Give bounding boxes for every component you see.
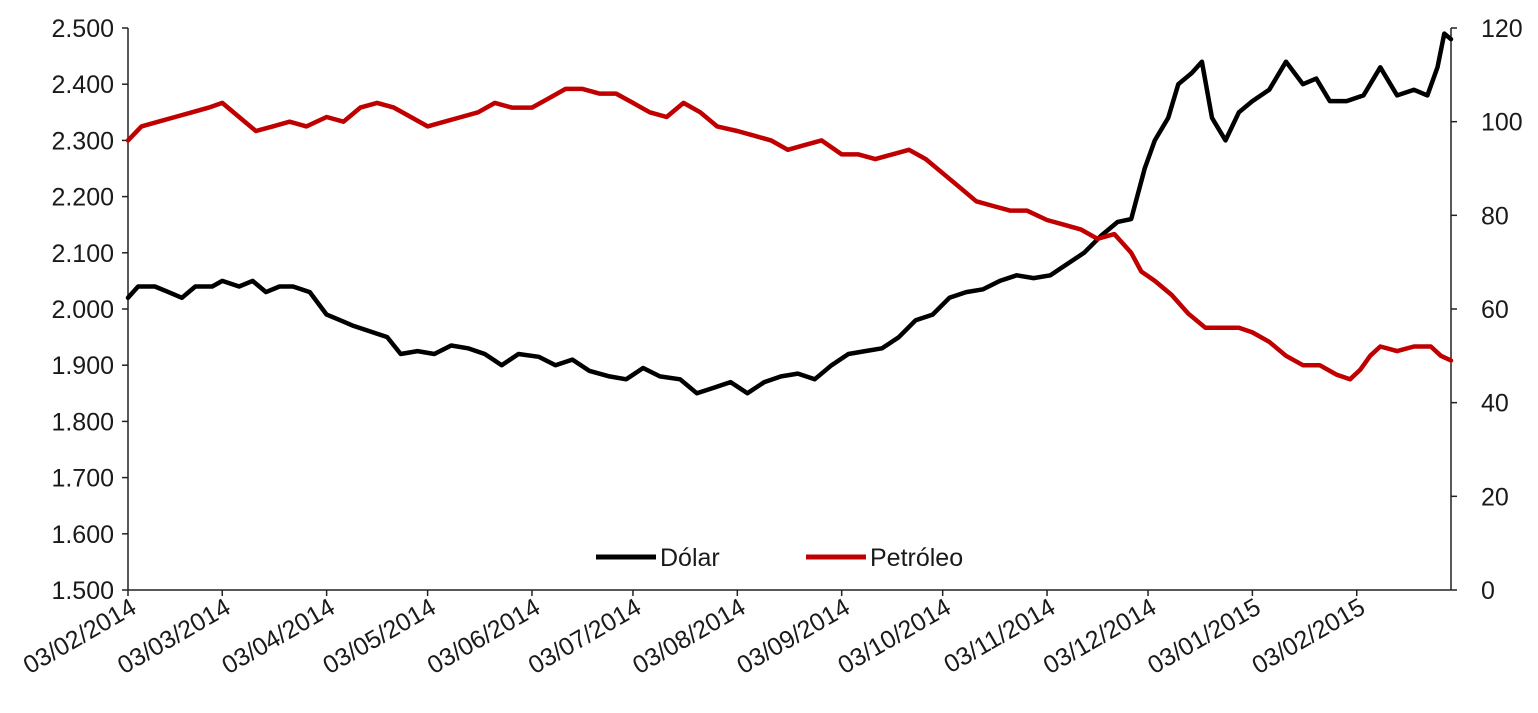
series-line-dolar (125, 31, 1454, 396)
left-tick-label: 1.600 (51, 521, 114, 549)
right-tick-label: 120 (1481, 15, 1523, 43)
x-tick-label: 03/04/2014 (217, 593, 339, 680)
right-tick-label: 0 (1481, 577, 1495, 605)
x-tick-label: 03/02/2015 (1247, 593, 1369, 680)
x-tick-label: 03/11/2014 (939, 593, 1060, 679)
left-tick-label: 2.200 (51, 184, 114, 212)
right-tick-label: 100 (1481, 109, 1523, 137)
x-tick-label: 03/10/2014 (833, 593, 955, 680)
x-tick-label: 03/08/2014 (628, 593, 750, 680)
legend-label-petroleo: Petróleo (870, 544, 963, 572)
left-tick-label: 1.800 (51, 408, 114, 436)
x-tick-label: 03/01/2015 (1143, 593, 1265, 680)
x-tick-label: 03/07/2014 (524, 593, 646, 680)
left-tick-label: 1.700 (51, 465, 114, 493)
x-tick-label: 03/09/2014 (732, 593, 854, 680)
x-tick-label: 03/06/2014 (423, 593, 545, 680)
x-tick-label: 03/12/2014 (1039, 593, 1161, 680)
left-tick-label: 2.100 (51, 240, 114, 268)
left-tick-label: 1.500 (51, 577, 114, 605)
left-tick-label: 2.000 (51, 296, 114, 324)
right-tick-label: 60 (1481, 296, 1509, 324)
legend-label-dolar: Dólar (660, 544, 720, 572)
left-tick-label: 2.500 (51, 15, 114, 43)
series-line-petroleo (125, 86, 1454, 382)
left-tick-label: 2.400 (51, 71, 114, 99)
x-tick-label: 03/05/2014 (318, 593, 440, 680)
right-tick-label: 80 (1481, 202, 1509, 230)
left-tick-label: 2.300 (51, 127, 114, 155)
right-tick-label: 20 (1481, 483, 1509, 511)
left-tick-label: 1.900 (51, 352, 114, 380)
right-tick-label: 40 (1481, 390, 1509, 418)
